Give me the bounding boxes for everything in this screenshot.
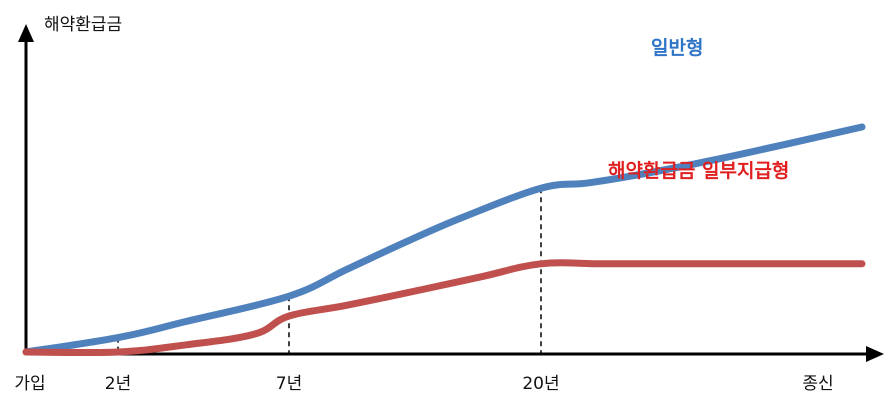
series-line-partial [22, 259, 866, 357]
series-labels: 일반형 해약환급금 일부지급형 [608, 37, 789, 182]
x-tick-label-0: 가입 [14, 374, 45, 394]
series-label-partial: 해약환급금 일부지급형 [608, 160, 789, 182]
x-tick-labels: 가입 2년 7년 20년 종신 [14, 374, 833, 394]
x-tick-label-1: 2년 [105, 374, 131, 394]
x-tick-label-3: 20년 [522, 374, 559, 394]
series-label-general: 일반형 [651, 37, 703, 59]
x-axis-arrow [866, 346, 884, 362]
y-axis-label: 해약환급금 [44, 15, 122, 35]
x-tick-label-2: 7년 [276, 374, 302, 394]
series-line-general [22, 123, 866, 356]
axes: 해약환급금 [18, 15, 884, 362]
y-axis-arrow [18, 24, 34, 42]
x-tick-label-4: 종신 [802, 374, 833, 394]
series-lines [22, 123, 866, 357]
